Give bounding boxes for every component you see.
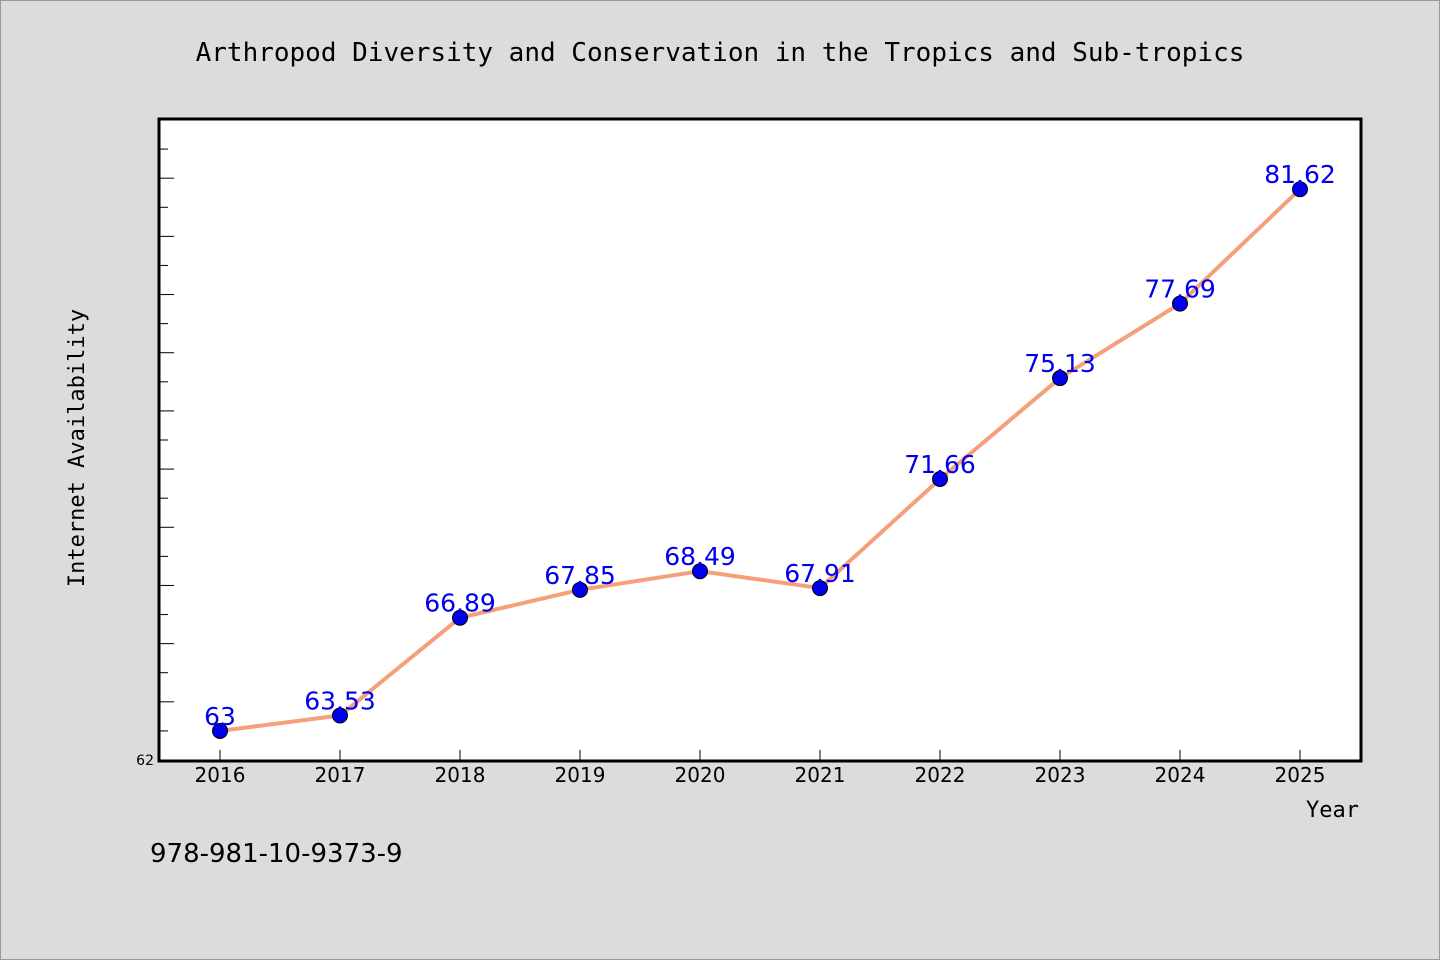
- x-tick-label: 2020: [675, 763, 726, 787]
- isbn-label: 978-981-10-9373-9: [150, 839, 403, 869]
- y-axis-title: Internet Availability: [65, 309, 90, 587]
- data-point: [332, 707, 348, 724]
- data-label: 81.62: [1264, 160, 1336, 189]
- data-point: [692, 563, 708, 580]
- data-point: [452, 609, 468, 626]
- data-label: 77.69: [1144, 275, 1216, 304]
- x-tick-label: 2021: [795, 763, 846, 787]
- x-tick-label: 2018: [435, 763, 486, 787]
- data-label: 67.85: [544, 561, 616, 590]
- x-tick-label: 2016: [195, 763, 246, 787]
- x-tick-label: 2017: [315, 763, 366, 787]
- data-label: 63: [204, 702, 236, 731]
- data-labels: 63 63.53 66.89 67.85 68.49 67.91 71.66 75.13 77.…: [204, 160, 1336, 731]
- x-axis-ticks: 2016 2017 2018 2019 2020 2021 2022 2023 2024 2025: [195, 750, 1326, 787]
- data-point: [1172, 295, 1188, 312]
- data-label: 68.49: [664, 542, 736, 571]
- data-point: [812, 580, 828, 597]
- x-tick-label: 2024: [1155, 763, 1206, 787]
- data-label: 71.66: [904, 450, 976, 479]
- y-axis-ticks: 62: [136, 119, 174, 769]
- data-point: [932, 470, 948, 487]
- data-point: [572, 581, 588, 598]
- x-tick-label: 2025: [1275, 763, 1326, 787]
- data-label: 75.13: [1024, 349, 1096, 378]
- plot-area: [157, 117, 1363, 763]
- y-tick-label: 62: [136, 753, 154, 769]
- data-label: 67.91: [784, 559, 856, 588]
- chart-title: Arthropod Diversity and Conservation in …: [196, 38, 1245, 68]
- x-axis-title: Year: [1306, 798, 1359, 823]
- data-markers: [212, 181, 1308, 739]
- data-point: [1052, 370, 1068, 387]
- series-line: [219, 187, 1302, 733]
- x-tick-label: 2022: [915, 763, 966, 787]
- data-point: [1292, 181, 1308, 198]
- x-tick-label: 2023: [1035, 763, 1086, 787]
- data-label: 66.89: [424, 589, 496, 618]
- x-tick-label: 2019: [555, 763, 606, 787]
- data-point: [212, 722, 228, 739]
- data-label: 63.53: [304, 686, 376, 715]
